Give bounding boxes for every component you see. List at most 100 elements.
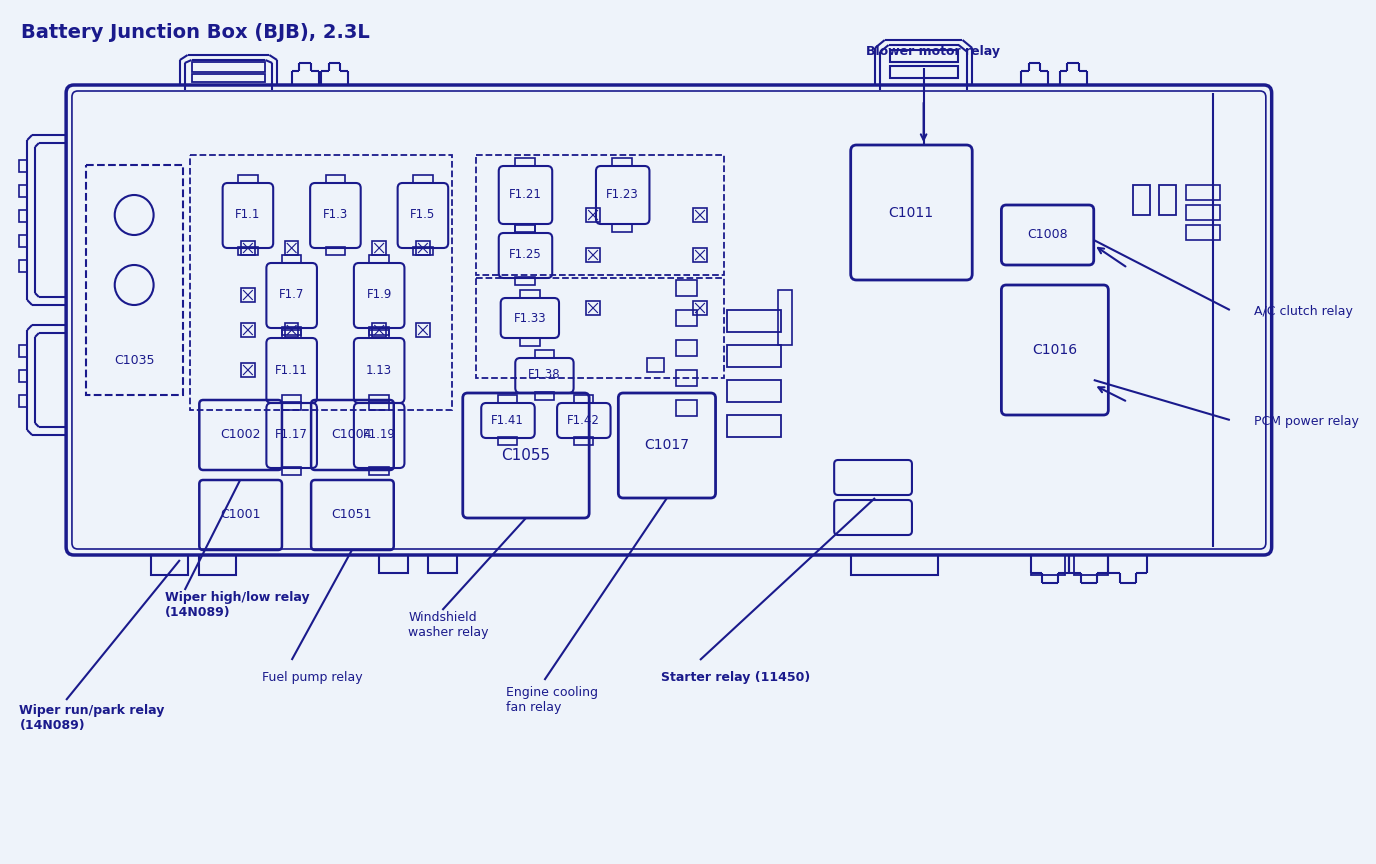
- Bar: [520, 338, 539, 346]
- Bar: [1159, 185, 1176, 215]
- Bar: [191, 62, 266, 72]
- Bar: [416, 241, 429, 255]
- Bar: [728, 380, 780, 402]
- Bar: [428, 555, 457, 573]
- Text: C1035: C1035: [114, 353, 154, 366]
- Bar: [19, 235, 28, 247]
- Bar: [369, 395, 389, 403]
- Text: C1051: C1051: [332, 509, 372, 522]
- Bar: [676, 280, 698, 296]
- Bar: [369, 467, 389, 475]
- Text: F1.19: F1.19: [363, 429, 396, 442]
- Bar: [574, 395, 593, 403]
- Text: F1.3: F1.3: [323, 208, 348, 221]
- Bar: [19, 260, 28, 272]
- Bar: [676, 400, 698, 416]
- Bar: [498, 395, 517, 403]
- Bar: [728, 310, 780, 332]
- Bar: [676, 340, 698, 356]
- Bar: [728, 345, 780, 367]
- Bar: [380, 555, 409, 573]
- Text: F1.41: F1.41: [491, 414, 524, 427]
- Text: C1008: C1008: [1028, 228, 1068, 242]
- Bar: [1031, 555, 1065, 575]
- Text: C1016: C1016: [1032, 343, 1077, 357]
- Bar: [373, 323, 387, 337]
- Text: C1055: C1055: [501, 448, 550, 462]
- Text: F1.42: F1.42: [567, 414, 600, 427]
- Bar: [476, 278, 724, 378]
- Text: F1.9: F1.9: [366, 289, 392, 302]
- Bar: [151, 555, 187, 575]
- Bar: [676, 370, 698, 386]
- Bar: [326, 175, 345, 183]
- Text: C1017: C1017: [644, 438, 689, 452]
- Bar: [535, 350, 555, 358]
- Bar: [777, 290, 793, 345]
- Text: C1001: C1001: [220, 509, 260, 522]
- Text: C1002: C1002: [220, 429, 260, 442]
- Bar: [612, 158, 632, 166]
- Text: Wiper high/low relay
(14N089): Wiper high/low relay (14N089): [165, 591, 310, 619]
- Bar: [498, 437, 517, 445]
- Bar: [19, 160, 28, 172]
- Bar: [285, 241, 299, 255]
- Bar: [586, 301, 600, 315]
- Bar: [413, 175, 432, 183]
- Text: F1.25: F1.25: [509, 249, 541, 262]
- Text: F1.33: F1.33: [513, 312, 546, 325]
- Text: Wiper run/park relay
(14N089): Wiper run/park relay (14N089): [19, 704, 165, 732]
- Bar: [19, 185, 28, 197]
- Text: A/C clutch relay: A/C clutch relay: [1254, 306, 1353, 319]
- Bar: [238, 247, 257, 255]
- Bar: [373, 241, 387, 255]
- Bar: [515, 225, 535, 233]
- Bar: [19, 395, 28, 407]
- Bar: [326, 247, 345, 255]
- Text: F1.7: F1.7: [279, 289, 304, 302]
- Bar: [676, 310, 698, 326]
- Text: Fuel pump relay: Fuel pump relay: [263, 671, 363, 684]
- Text: F1.17: F1.17: [275, 429, 308, 442]
- Bar: [535, 392, 555, 400]
- Bar: [1132, 185, 1150, 215]
- Text: Engine cooling
fan relay: Engine cooling fan relay: [505, 686, 597, 714]
- Bar: [369, 330, 389, 338]
- Bar: [191, 74, 266, 82]
- Text: F1.21: F1.21: [509, 188, 541, 201]
- Bar: [369, 327, 389, 335]
- Text: F1.11: F1.11: [275, 364, 308, 377]
- Bar: [285, 323, 299, 337]
- Bar: [282, 395, 301, 403]
- Bar: [369, 255, 389, 263]
- Bar: [515, 224, 535, 232]
- Bar: [190, 155, 453, 410]
- Bar: [282, 255, 301, 263]
- Bar: [694, 248, 707, 262]
- Bar: [647, 358, 665, 372]
- Text: Windshield
washer relay: Windshield washer relay: [409, 611, 488, 639]
- Bar: [1186, 205, 1221, 220]
- Bar: [369, 402, 389, 410]
- Bar: [520, 290, 539, 298]
- Text: Battery Junction Box (BJB), 2.3L: Battery Junction Box (BJB), 2.3L: [22, 23, 370, 42]
- Bar: [728, 415, 780, 437]
- Bar: [413, 247, 432, 255]
- Text: F1.38: F1.38: [528, 369, 561, 382]
- Text: PCM power relay: PCM power relay: [1254, 416, 1359, 429]
- Bar: [241, 288, 255, 302]
- Bar: [515, 277, 535, 285]
- Bar: [889, 66, 958, 78]
- Bar: [19, 345, 28, 357]
- Text: Starter relay (11450): Starter relay (11450): [660, 671, 810, 684]
- Text: F1.23: F1.23: [605, 188, 638, 201]
- Bar: [85, 165, 183, 395]
- Bar: [515, 158, 535, 166]
- Text: 1.13: 1.13: [366, 364, 392, 377]
- Text: Blower motor relay: Blower motor relay: [867, 46, 1000, 59]
- Bar: [282, 402, 301, 410]
- Bar: [612, 224, 632, 232]
- Bar: [694, 301, 707, 315]
- Bar: [694, 208, 707, 222]
- Bar: [241, 323, 255, 337]
